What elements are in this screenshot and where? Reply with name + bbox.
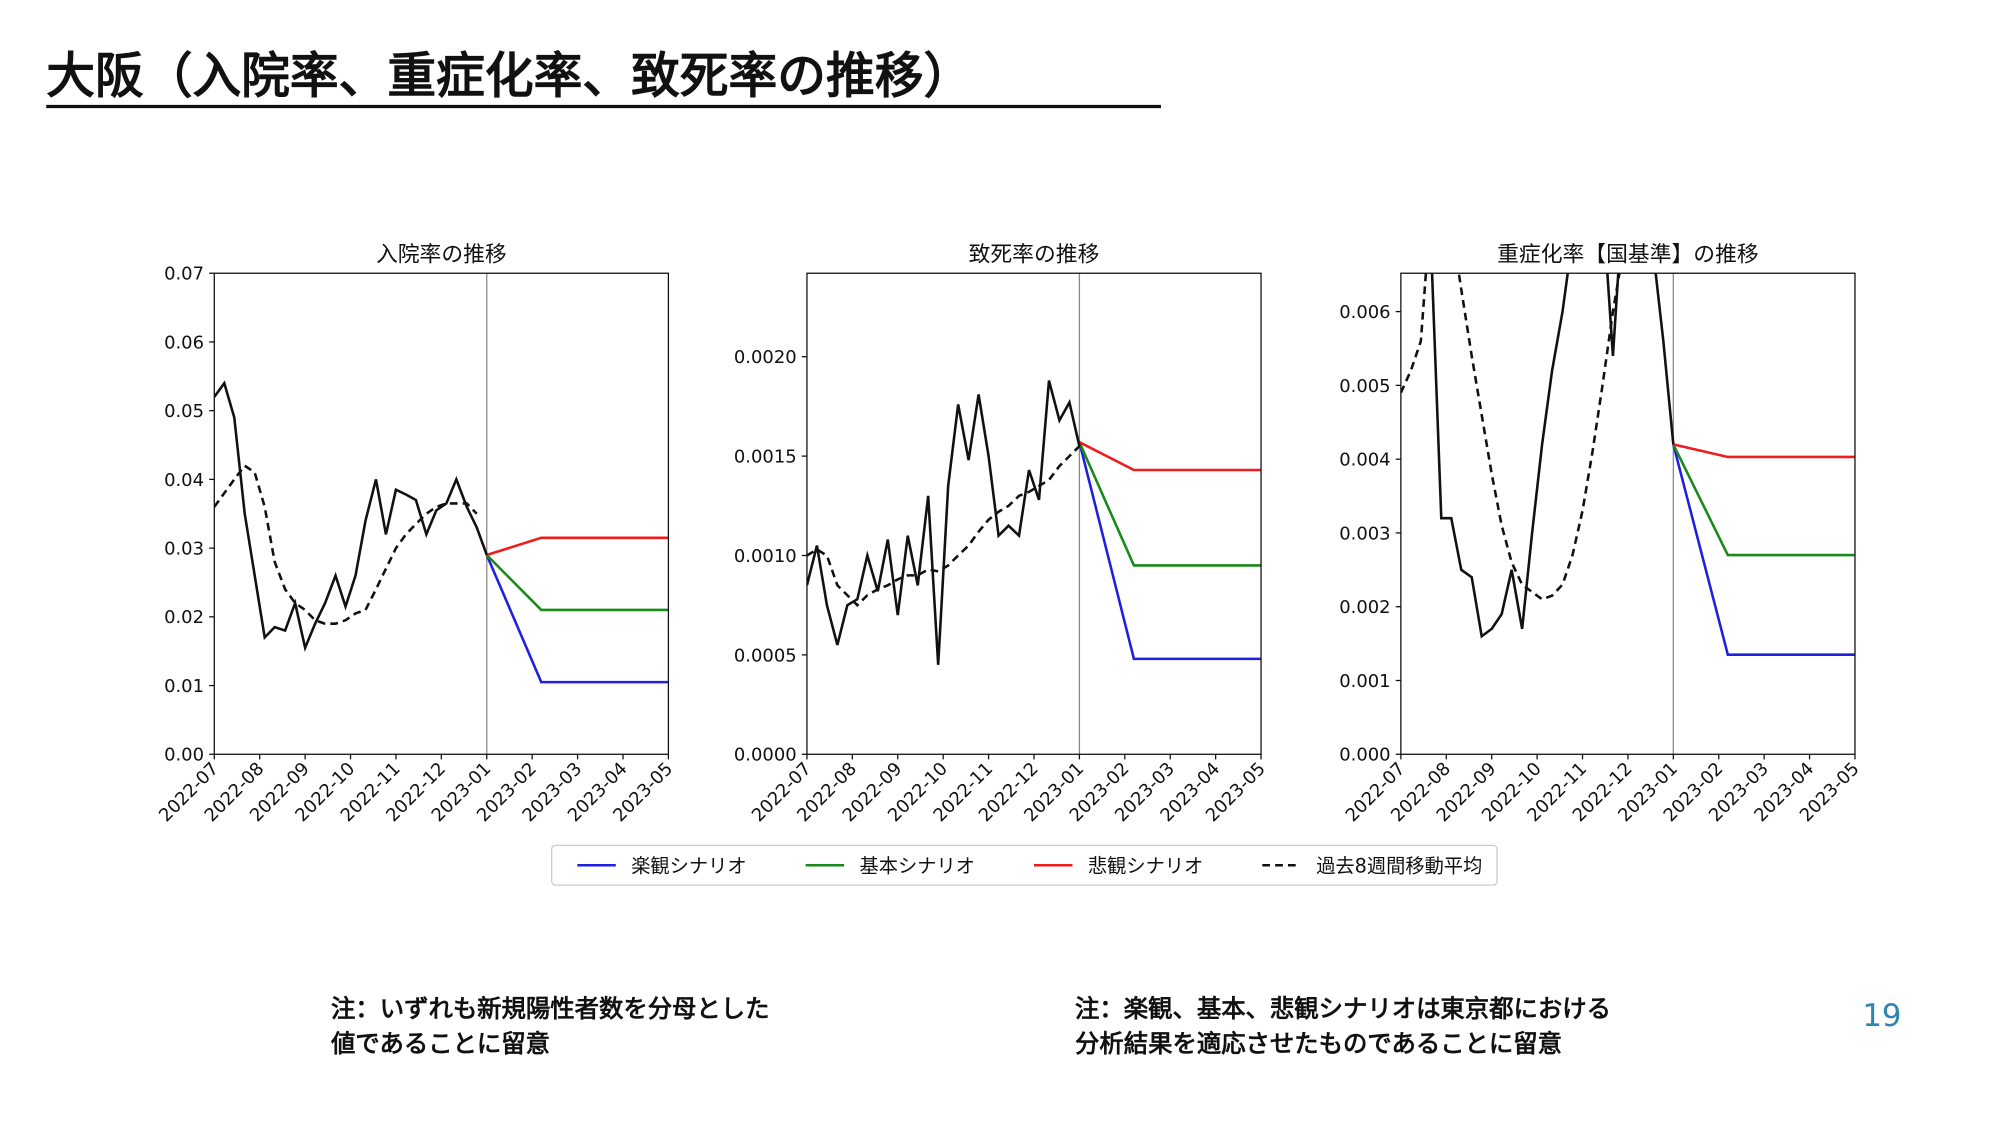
line bbox=[214, 463, 478, 625]
chart-title: 致死率の推移 bbox=[969, 243, 1100, 268]
axes-frame bbox=[1400, 272, 1856, 755]
y-tick-label: 0.002 bbox=[1339, 597, 1390, 618]
chart-title: 重症化率【国基準】の推移 bbox=[1497, 243, 1759, 268]
y-tick-label: 0.05 bbox=[164, 401, 204, 422]
page-number: 19 bbox=[1862, 998, 1901, 1034]
legend-label: 悲観シナリオ bbox=[1088, 854, 1203, 877]
line bbox=[1673, 443, 1855, 459]
line bbox=[485, 554, 669, 684]
line bbox=[1400, 273, 1621, 601]
axes-frame bbox=[213, 272, 670, 755]
note-line: 分析結果を適応させたものであることに留意 bbox=[1075, 1029, 1562, 1058]
line bbox=[214, 380, 488, 652]
line bbox=[806, 380, 1081, 665]
y-tick-label: 0.004 bbox=[1339, 450, 1390, 471]
y-tick-label: 0.005 bbox=[1339, 376, 1390, 397]
line bbox=[1672, 444, 1855, 656]
note-line: 値であることに留意 bbox=[330, 1029, 550, 1058]
slide-title: 大阪（入院率、重症化率、致死率の推移） bbox=[46, 48, 972, 104]
note-line: 注：楽観、基本、悲観シナリオは東京都における bbox=[1075, 994, 1611, 1023]
y-tick-label: 0.0005 bbox=[734, 645, 797, 666]
y-tick-label: 0.000 bbox=[1339, 745, 1390, 766]
y-tick-label: 0.03 bbox=[164, 539, 204, 560]
plot-area bbox=[214, 380, 669, 684]
y-tick-label: 0.003 bbox=[1339, 523, 1390, 544]
line bbox=[486, 536, 669, 557]
y-tick-label: 0.01 bbox=[164, 676, 204, 697]
legend-label: 基本シナリオ bbox=[860, 854, 975, 877]
y-tick-label: 0.006 bbox=[1339, 302, 1390, 323]
line bbox=[1430, 273, 1675, 639]
y-tick-label: 0.0015 bbox=[734, 447, 797, 468]
legend-box bbox=[551, 844, 1498, 886]
legend-label: 過去8週間移動平均 bbox=[1316, 854, 1482, 877]
y-tick-label: 0.07 bbox=[164, 264, 204, 285]
y-tick-label: 0.02 bbox=[164, 607, 204, 628]
y-tick-label: 0.001 bbox=[1339, 671, 1390, 692]
y-tick-label: 0.06 bbox=[164, 332, 204, 353]
chart-title: 入院率の推移 bbox=[376, 243, 507, 268]
line bbox=[1078, 441, 1262, 567]
y-tick-label: 0.00 bbox=[164, 745, 204, 766]
line bbox=[485, 554, 669, 612]
line bbox=[1078, 441, 1262, 661]
y-tick-label: 0.0000 bbox=[734, 745, 797, 766]
legend-label: 楽観シナリオ bbox=[631, 854, 746, 877]
y-tick-label: 0.04 bbox=[164, 470, 204, 491]
line bbox=[1078, 441, 1262, 472]
note-line: 注：いずれも新規陽性者数を分母とした bbox=[331, 994, 769, 1023]
line bbox=[1672, 443, 1855, 557]
y-tick-label: 0.0010 bbox=[734, 546, 797, 567]
axes-frame bbox=[806, 272, 1262, 755]
plot-area bbox=[806, 380, 1262, 665]
plot-area bbox=[1400, 273, 1855, 656]
y-tick-label: 0.0020 bbox=[734, 347, 797, 368]
